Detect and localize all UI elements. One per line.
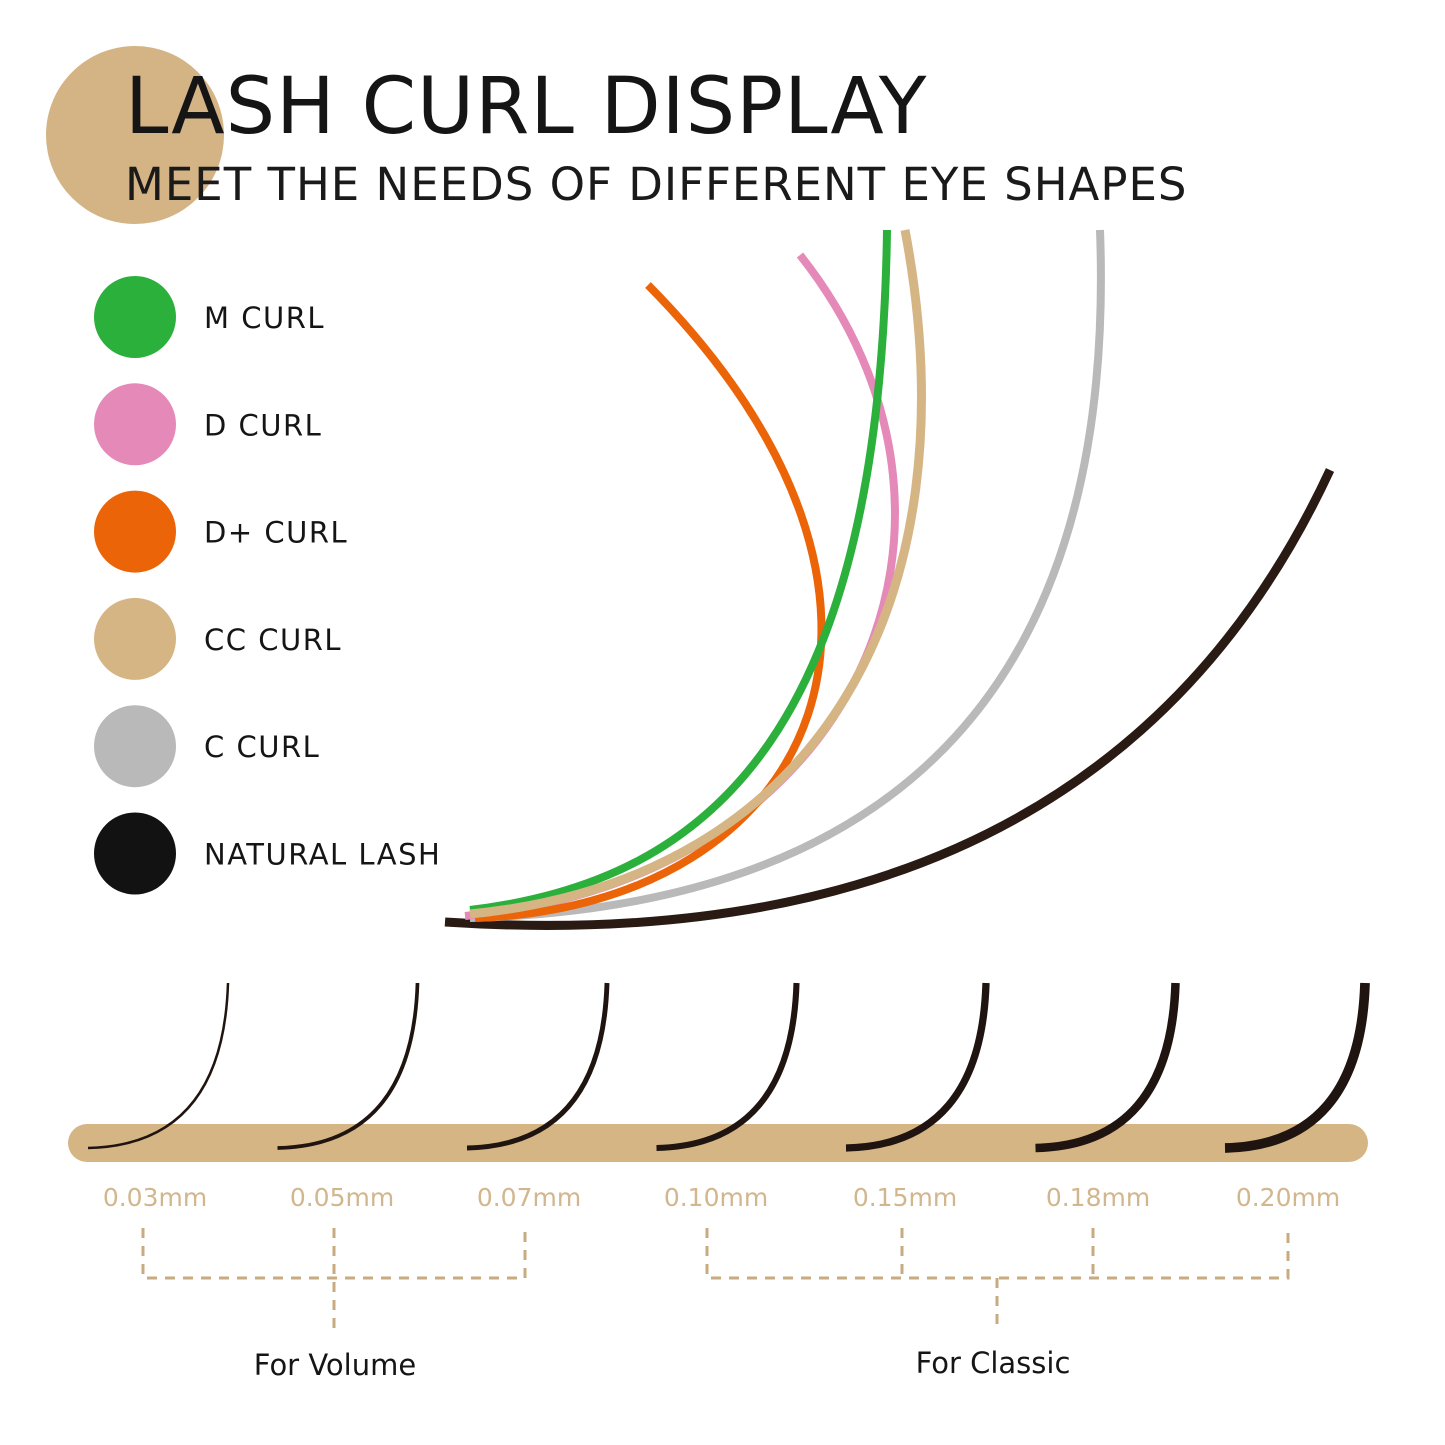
classic-label: For Classic bbox=[916, 1346, 1071, 1380]
d-curl-curve bbox=[464, 252, 899, 920]
thickness-lash bbox=[845, 982, 990, 1152]
thickness-label: 0.18mm bbox=[1046, 1183, 1150, 1212]
thickness-label: 0.05mm bbox=[290, 1183, 394, 1212]
legend-swatch bbox=[94, 383, 176, 466]
thickness-lash bbox=[87, 982, 230, 1150]
legend-swatch bbox=[94, 490, 176, 573]
thickness-label: 0.20mm bbox=[1236, 1183, 1340, 1212]
d-plus-curl-curve bbox=[474, 282, 826, 922]
thickness-label: 0.15mm bbox=[853, 1183, 957, 1212]
legend-swatch bbox=[94, 276, 176, 358]
thickness-lash bbox=[277, 982, 420, 1150]
thickness-lash bbox=[1035, 982, 1180, 1153]
cc-curl-curve bbox=[469, 229, 926, 919]
natural-lash-curve bbox=[444, 468, 1335, 930]
legend-swatch bbox=[94, 597, 176, 680]
curl-comparison bbox=[444, 229, 1335, 930]
decorative-circle bbox=[46, 46, 224, 224]
thickness-lash bbox=[1224, 982, 1370, 1153]
thickness-lash bbox=[466, 982, 610, 1151]
lash-strip-bar bbox=[68, 1124, 1368, 1162]
c-curl-curve bbox=[469, 229, 1105, 922]
legend-label: M CURL bbox=[204, 301, 325, 335]
thickness-lash bbox=[656, 982, 800, 1152]
thickness-labels: 0.03mm 0.05mm 0.07mm 0.10mm 0.15mm 0.18mm 0.20… bbox=[103, 1183, 1340, 1212]
legend: M CURL D CURL D+ CURL CC CURL C CURL NATURAL … bbox=[94, 276, 441, 895]
thickness-label: 0.03mm bbox=[103, 1183, 207, 1212]
legend-swatch bbox=[94, 812, 176, 895]
page-title: LASH CURL DISPLAY bbox=[125, 62, 927, 152]
thickness-lashes bbox=[87, 982, 1370, 1153]
legend-label: C CURL bbox=[204, 730, 320, 764]
volume-bracket bbox=[141, 1228, 527, 1332]
legend-label: NATURAL LASH bbox=[204, 838, 441, 872]
m-curl-curve bbox=[469, 229, 891, 914]
thickness-label: 0.07mm bbox=[477, 1183, 581, 1212]
legend-swatch bbox=[94, 705, 176, 788]
classic-bracket bbox=[705, 1228, 1290, 1332]
legend-label: D CURL bbox=[204, 408, 322, 442]
legend-label: CC CURL bbox=[204, 623, 342, 657]
page-subtitle: MEET THE NEEDS OF DIFFERENT EYE SHAPES bbox=[125, 158, 1187, 211]
thickness-label: 0.10mm bbox=[664, 1183, 768, 1212]
legend-label: D+ CURL bbox=[204, 516, 348, 550]
volume-label: For Volume bbox=[254, 1348, 416, 1382]
